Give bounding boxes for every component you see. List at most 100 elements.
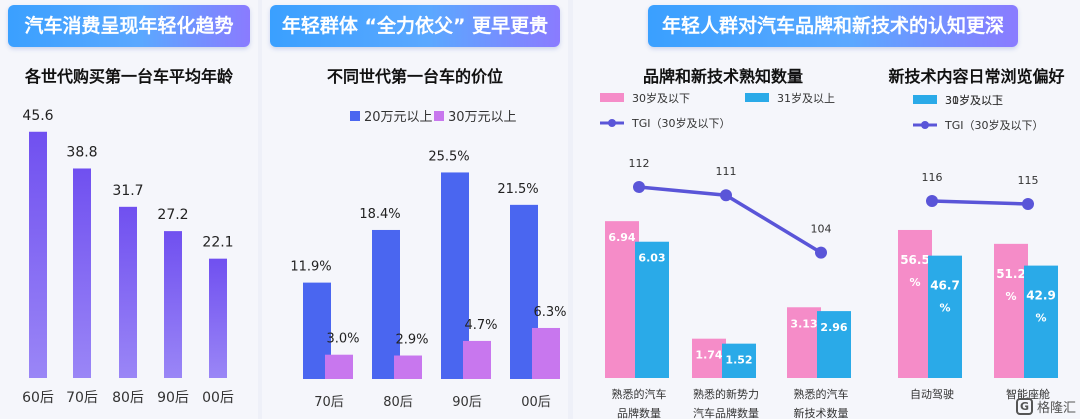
bar-90后-30万元以上	[463, 340, 491, 379]
value-label: 6.3%	[533, 305, 566, 320]
bar-智能座舱-30岁及以下	[994, 243, 1028, 378]
bar-70后	[73, 168, 91, 378]
value-unit: %	[939, 302, 950, 315]
value-unit: %	[1035, 312, 1046, 325]
tgi-label: 115	[1018, 174, 1039, 187]
tgi-point	[926, 195, 938, 207]
bar-00后-30万元以上	[532, 327, 560, 379]
value-unit: %	[1005, 290, 1016, 303]
value-label: 11.9%	[290, 260, 331, 275]
value-label: 31.7	[112, 183, 143, 199]
bar-熟悉的汽车品牌数量-31岁及以上	[635, 241, 669, 378]
watermark: G 格隆汇	[1015, 397, 1076, 416]
legend-marker	[921, 121, 929, 129]
tgi-label: 112	[629, 157, 650, 170]
tick-label: 80后	[112, 390, 144, 406]
tick-label: 70后	[66, 390, 98, 406]
tgi-label: 104	[811, 223, 832, 236]
bar-80后-20万元以上	[372, 229, 400, 379]
section-title-brand-cognition: 年轻人群对汽车品牌和新技术的认知更深	[648, 5, 1018, 47]
tick-label: 00后	[521, 395, 551, 410]
tick-label: 90后	[157, 390, 189, 406]
tick-label: 90后	[452, 395, 482, 410]
bar-自动驾驶-30岁及以下	[898, 229, 932, 378]
tgi-label: 116	[922, 171, 943, 184]
bar-熟悉的新势力汽车品牌数量-31岁及以上	[722, 343, 756, 378]
value-label: 38.8	[66, 144, 97, 160]
bar-80后	[119, 206, 137, 378]
chart-title-first-car-price: 不同世代第一台车的价位	[326, 67, 503, 86]
value-label: 1.52	[725, 354, 752, 367]
tgi-line	[931, 199, 1029, 206]
bar-自动驾驶-31岁及以上	[928, 255, 962, 378]
value-label: 46.7	[930, 279, 960, 293]
panel-age-trend: 汽车消费呈现年轻化趋势 各世代购买第一台车平均年龄 45.6 60后 38.8 70后…	[0, 0, 258, 419]
tgi-point	[720, 189, 732, 202]
bar-智能座舱-31岁及以上	[1024, 265, 1058, 378]
tgi-point	[815, 246, 827, 259]
panel-car-price: 年轻群体 “全力依父” 更早更贵 不同世代第一台车的价位 20万元以上 30万元以…	[262, 0, 568, 419]
tick-label: 汽车品牌数量	[693, 406, 759, 419]
value-label: 27.2	[157, 207, 188, 223]
tick-label: 60后	[22, 390, 54, 406]
legend-label: TGI（30岁及以下）	[631, 116, 730, 130]
panel-brand-awareness: 年轻人群对汽车品牌和新技术的认知更深 品牌和新技术熟知数量 新技术内容日常浏览偏…	[573, 0, 1080, 419]
value-label: 2.9%	[395, 333, 428, 348]
tick-label: 熟悉的汽车	[612, 387, 667, 401]
bar-90后	[164, 231, 182, 378]
value-label: 6.03	[638, 252, 665, 265]
value-label: 18.4%	[359, 207, 400, 222]
value-label: 1.74	[695, 349, 722, 362]
tick-label: 00后	[202, 390, 234, 406]
bar-熟悉的汽车品牌数量-30岁及以下	[605, 221, 639, 378]
legend-swatch	[745, 93, 769, 102]
tgi-point	[633, 181, 645, 193]
value-label: 56.5	[900, 253, 930, 267]
tick-label: 80后	[383, 395, 413, 410]
value-label: 21.5%	[497, 182, 538, 197]
tick-label: 智能座舱	[1006, 387, 1050, 401]
bar-熟悉的新势力汽车品牌数量-30岁及以下	[692, 338, 726, 378]
bar-熟悉的汽车新技术数量-30岁及以下	[787, 307, 821, 378]
legend-label: 30岁及以下	[945, 93, 1003, 107]
legend-label: 31岁及以上	[777, 91, 835, 105]
legend-swatch	[913, 95, 937, 104]
tick-label: 熟悉的新势力	[693, 387, 759, 401]
bar-熟悉的汽车新技术数量-31岁及以上	[817, 311, 851, 378]
value-label: 3.13	[790, 317, 817, 330]
tick-label: 品牌数量	[617, 406, 661, 419]
legend-label: 30万元以上	[448, 110, 517, 125]
chart-title-brand-tech-count: 品牌和新技术熟知数量	[642, 67, 803, 86]
tick-label: 70后	[314, 395, 344, 410]
value-label: 6.94	[608, 231, 635, 244]
legend-label: TGI（30岁及以下）	[944, 118, 1043, 132]
watermark-text: 格隆汇	[1036, 401, 1076, 416]
legend-marker	[608, 119, 616, 127]
legend-swatch	[434, 111, 444, 121]
tick-label: 熟悉的汽车	[794, 387, 849, 401]
legend-label: 31岁及以上	[945, 93, 1003, 107]
legend-swatch	[600, 93, 624, 102]
chart-title-first-car-age: 各世代购买第一台车平均年龄	[24, 67, 233, 86]
tgi-point	[1022, 198, 1034, 210]
value-label: 22.1	[202, 235, 233, 251]
value-unit: %	[909, 276, 920, 289]
value-label: 42.9	[1026, 289, 1056, 303]
value-label: 25.5%	[428, 149, 469, 164]
value-label: 51.2	[996, 267, 1026, 281]
value-label: 4.7%	[464, 318, 497, 333]
value-label: 45.6	[22, 108, 53, 124]
legend-swatch	[350, 111, 360, 121]
tick-label: 新技术数量	[794, 406, 849, 419]
section-title-parents-support: 年轻群体 “全力依父” 更早更贵	[270, 5, 560, 47]
section-title-youth-trend: 汽车消费呈现年轻化趋势	[8, 5, 250, 47]
bar-70后-30万元以上	[325, 354, 353, 379]
bar-60后	[29, 131, 47, 378]
watermark-logo: G	[1015, 398, 1033, 415]
chart-first-car-age: 45.6 60后 38.8 70后 31.7 80后 27.2 90后 22.1 00后	[22, 108, 234, 406]
tgi-label: 111	[716, 165, 737, 178]
value-label: 2.96	[820, 321, 847, 334]
bar-80后-30万元以上	[394, 355, 422, 379]
tick-label: 自动驾驶	[910, 387, 954, 401]
